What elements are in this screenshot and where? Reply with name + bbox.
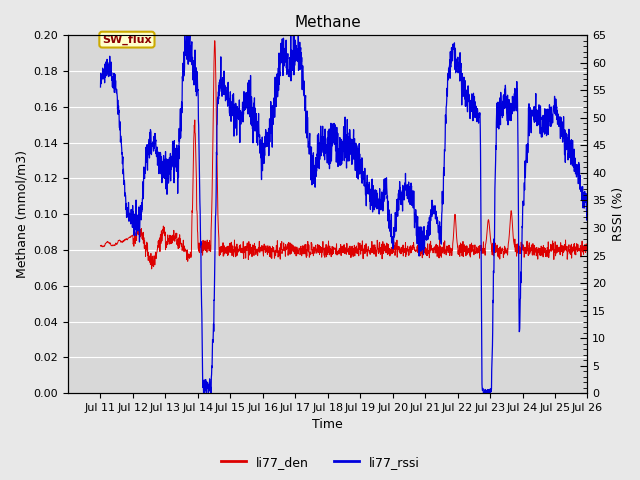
- Y-axis label: RSSI (%): RSSI (%): [612, 187, 625, 241]
- Text: SW_flux: SW_flux: [102, 35, 152, 45]
- Y-axis label: Methane (mmol/m3): Methane (mmol/m3): [15, 150, 28, 278]
- X-axis label: Time: Time: [312, 419, 343, 432]
- Title: Methane: Methane: [294, 15, 361, 30]
- Legend: li77_den, li77_rssi: li77_den, li77_rssi: [216, 451, 424, 474]
